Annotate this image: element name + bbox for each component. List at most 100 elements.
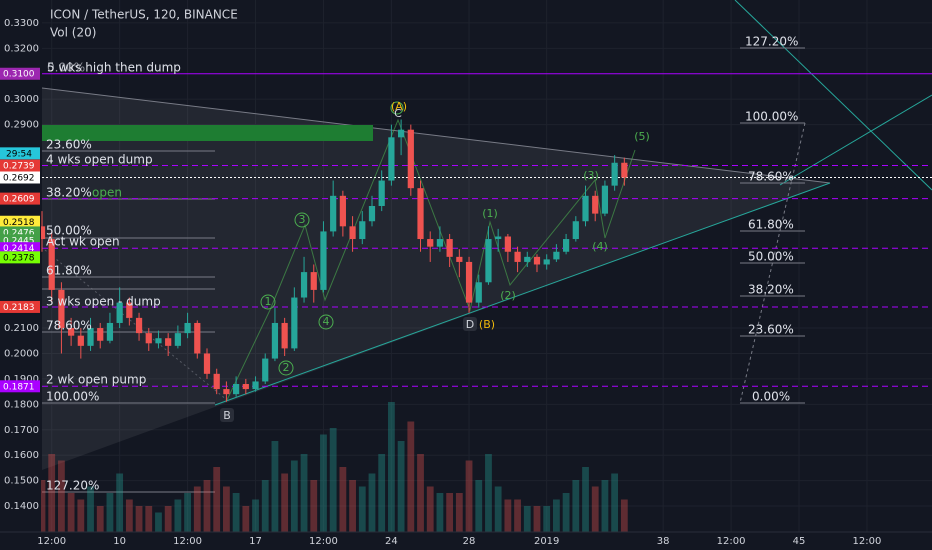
y-tick-label: 0.1600	[4, 450, 39, 461]
candle-body	[601, 185, 609, 214]
wave-label: (5)	[634, 130, 650, 143]
channel-line	[734, 0, 932, 191]
candle-body	[77, 335, 84, 346]
wave-label: C	[394, 107, 402, 120]
candle-body	[320, 231, 327, 290]
x-tick-label: 12:00	[37, 536, 66, 547]
volume	[38, 402, 628, 532]
zone	[42, 125, 373, 141]
volume-bar	[426, 486, 434, 532]
candle-body	[446, 239, 453, 257]
y-tick-label: 0.1900	[4, 374, 39, 385]
price-label-box	[0, 242, 40, 255]
volume-bar	[572, 480, 580, 532]
price-label: 0.2609	[3, 195, 35, 205]
fib-right	[739, 47, 806, 404]
volume-bar	[465, 460, 473, 532]
x-tick-label: 2019	[534, 536, 559, 547]
price-label: 0.1871	[3, 382, 35, 392]
annotation: 61.80%	[46, 264, 92, 278]
candles	[38, 119, 628, 402]
timer-label: 29:54	[6, 149, 32, 159]
candle-body	[233, 383, 240, 395]
wave-label: D	[466, 318, 474, 331]
annotation: 38.20%	[46, 186, 92, 200]
candle-body	[252, 381, 259, 390]
wave-label: (A)	[391, 100, 407, 113]
candle-body	[562, 239, 570, 252]
volume-bar	[223, 486, 230, 532]
annotation: 3 wks open - dump	[46, 295, 161, 309]
annotation: 4 wks open dump	[46, 153, 153, 167]
chart-subtitle: Vol (20)	[50, 26, 96, 40]
volume-bar	[339, 467, 347, 532]
candle-body	[465, 261, 473, 303]
volume-bar	[494, 486, 502, 532]
trend-line	[41, 87, 831, 184]
x-tick-label: 10	[113, 536, 126, 547]
candle-body	[300, 272, 308, 298]
fib-label: 61.80%	[748, 218, 794, 232]
volume-bar	[397, 441, 405, 532]
candle-body	[184, 322, 191, 334]
candle-body	[271, 322, 279, 359]
volume-bar	[562, 493, 570, 532]
x-tick-label: 45	[793, 536, 806, 547]
candle-body	[621, 162, 628, 178]
volume-bar	[601, 480, 609, 532]
volume-bar	[96, 506, 104, 532]
y-tick-label: 0.1400	[4, 501, 39, 512]
volume-bar	[77, 499, 85, 532]
volume-bar	[232, 493, 240, 532]
candle-body	[165, 338, 172, 346]
candle-body	[213, 373, 220, 390]
volume-bar	[320, 434, 327, 532]
candle-body	[242, 383, 249, 390]
x-tick-label: 12:00	[173, 536, 202, 547]
volume-bar	[281, 473, 289, 532]
volume-bar	[485, 454, 492, 532]
candle-body	[106, 322, 114, 341]
price-label-box	[0, 67, 40, 80]
volume-bar	[620, 499, 628, 532]
y-tick-label: 0.2900	[4, 120, 39, 131]
price-label: 0.2445	[3, 236, 35, 246]
price-label: 0.2414	[3, 244, 35, 254]
annotation: 0.00%	[47, 61, 85, 75]
volume-bar	[349, 480, 356, 532]
volume-bar	[368, 473, 376, 532]
candle-body	[48, 239, 55, 290]
candle-body	[398, 129, 405, 138]
channel-line	[779, 94, 932, 186]
annotation: 23.60%	[46, 138, 92, 152]
candle-body	[194, 322, 201, 354]
volume-bar	[358, 486, 366, 532]
candle-body	[504, 236, 511, 252]
volume-bar	[252, 499, 259, 532]
annotation: Act wk open	[46, 235, 120, 249]
x-tick-label: 12:00	[717, 536, 746, 547]
price-label: 0.2518	[3, 218, 35, 228]
y-tick-label: 0.1700	[4, 425, 39, 436]
volume-bar	[475, 480, 483, 532]
axis-labels: 0.3300 0.3200 0.3000 0.2900 0.2100 0.2000 0.19…	[0, 18, 881, 547]
wave-label: (4)	[592, 240, 608, 253]
volume-bar	[125, 499, 133, 532]
volume-bar	[116, 473, 124, 532]
candle-body	[456, 256, 463, 262]
wave-label: 3	[299, 213, 306, 226]
candle-body	[38, 226, 46, 240]
price-label-box	[0, 171, 40, 184]
grid	[42, 0, 932, 532]
candle-body	[262, 358, 269, 382]
y-tick-label: 0.3300	[4, 18, 39, 29]
price-label-box	[0, 192, 40, 205]
y-tick-label: 0.3000	[4, 94, 39, 105]
volume-bar	[582, 467, 589, 532]
price-label-box	[0, 215, 40, 228]
annotation: 2 wk open pump	[46, 373, 146, 387]
candle-body	[291, 297, 298, 349]
y-tick-label: 0.2100	[4, 323, 39, 334]
x-tick-label: 38	[657, 536, 670, 547]
candle-body	[174, 333, 181, 346]
